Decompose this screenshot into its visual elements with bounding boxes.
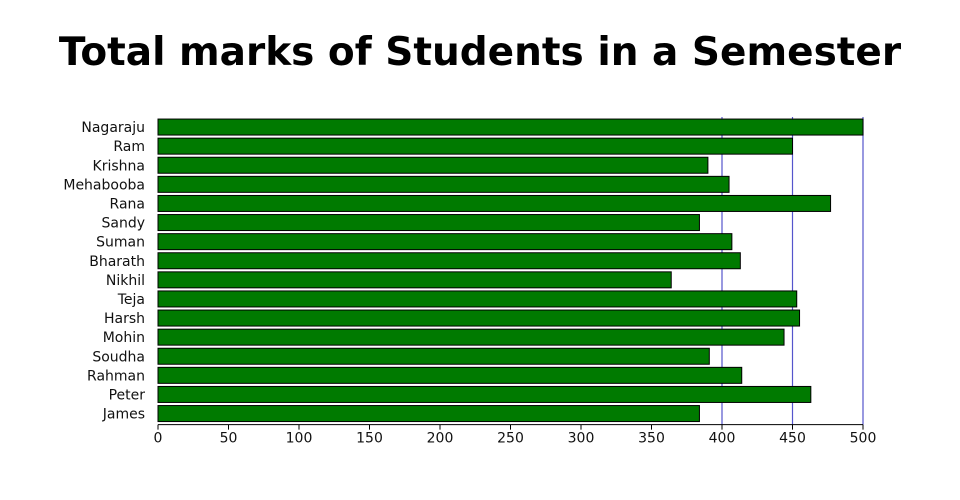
category-label: Mohin bbox=[103, 330, 145, 346]
bar bbox=[157, 385, 812, 403]
x-tick-label: 500 bbox=[850, 431, 877, 447]
bar bbox=[157, 405, 700, 423]
category-label: Peter bbox=[109, 387, 146, 403]
bars bbox=[157, 118, 864, 423]
category-label: Sandy bbox=[101, 216, 145, 232]
bar bbox=[157, 175, 730, 193]
category-label: Harsh bbox=[104, 311, 145, 327]
category-label: Suman bbox=[96, 235, 145, 251]
x-tick-label: 0 bbox=[154, 431, 163, 447]
x-tick-label: 300 bbox=[568, 431, 595, 447]
category-label: Rana bbox=[110, 196, 145, 212]
bar bbox=[157, 366, 743, 384]
category-label: Krishna bbox=[93, 158, 145, 174]
bar bbox=[157, 271, 672, 289]
category-label: Teja bbox=[117, 292, 145, 308]
x-tick-label: 350 bbox=[638, 431, 665, 447]
category-label: Nikhil bbox=[106, 273, 145, 289]
x-tick-label: 250 bbox=[497, 431, 524, 447]
category-label: Bharath bbox=[89, 254, 145, 270]
bar bbox=[157, 347, 710, 365]
bar bbox=[157, 233, 733, 251]
bar bbox=[157, 309, 801, 327]
bar bbox=[157, 137, 793, 155]
grid-lines bbox=[721, 117, 864, 425]
category-label: Rahman bbox=[87, 368, 145, 384]
bar bbox=[157, 328, 785, 346]
x-tick-label: 400 bbox=[709, 431, 736, 447]
bar bbox=[157, 290, 798, 308]
category-labels: Nagaraju Ram Krishna Mehabooba Rana Sandy Suma… bbox=[63, 120, 146, 423]
bar bbox=[157, 252, 741, 270]
x-tick-label: 450 bbox=[779, 431, 806, 447]
category-label: Soudha bbox=[92, 349, 145, 365]
x-axis: 0 50 100 150 200 250 300 350 400 450 500 bbox=[154, 424, 877, 447]
category-label: Nagaraju bbox=[81, 120, 145, 136]
category-label: James bbox=[102, 407, 145, 423]
bar bbox=[157, 156, 709, 174]
x-tick-label: 150 bbox=[356, 431, 383, 447]
bar bbox=[157, 214, 700, 232]
x-tick-label: 200 bbox=[427, 431, 454, 447]
bar bbox=[157, 118, 864, 136]
chart-title: Total marks of Students in a Semester bbox=[58, 30, 902, 75]
category-label: Mehabooba bbox=[63, 177, 145, 193]
category-label: Ram bbox=[113, 139, 145, 155]
x-tick-label: 50 bbox=[220, 431, 238, 447]
bar bbox=[157, 194, 832, 212]
x-tick-label: 100 bbox=[286, 431, 313, 447]
